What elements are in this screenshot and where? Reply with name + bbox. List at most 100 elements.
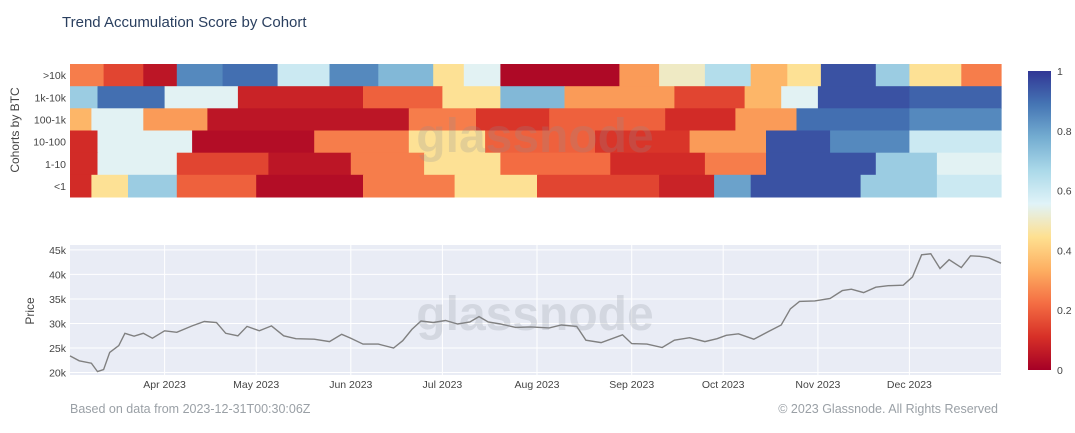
- heatmap-cell: [408, 108, 477, 131]
- heatmap-cell: [70, 86, 99, 109]
- heatmap-row-label: 10-100: [33, 137, 66, 149]
- heatmap-row-label: 1k-10k: [34, 92, 66, 104]
- heatmap-cell: [463, 64, 501, 87]
- heatmap-cell: [70, 174, 92, 198]
- heatmap-cell: [961, 64, 1002, 87]
- heatmap-cell: [817, 86, 911, 109]
- colorbar-gradient: [1028, 71, 1051, 370]
- colorbar-tick-label: 0.6: [1057, 186, 1072, 198]
- heatmap-cell: [408, 130, 486, 154]
- heatmap-cell: [363, 86, 443, 109]
- price-y-tick-label: 35k: [49, 294, 67, 306]
- x-tick-label: Sep 2023: [609, 379, 654, 391]
- heatmap-cell: [704, 64, 752, 87]
- watermark-price: glassnode: [416, 288, 653, 341]
- heatmap-cell: [70, 108, 92, 131]
- heatmap-cell: [787, 64, 822, 87]
- chart-title: Trend Accumulation Score by Cohort: [62, 14, 307, 31]
- heatmap-cell: [454, 174, 538, 198]
- price-grid: [70, 245, 1001, 375]
- x-tick-label: Oct 2023: [702, 379, 745, 391]
- price-y-axis-title: Price: [23, 297, 37, 325]
- heatmap-cell: [143, 64, 178, 87]
- heatmap-cell: [549, 108, 666, 131]
- heatmap-cell: [97, 86, 166, 109]
- heatmap-cell: [363, 174, 456, 198]
- colorbar-tick-label: 0.8: [1057, 126, 1072, 138]
- heatmap-cell: [659, 174, 715, 198]
- heatmap-cell: [875, 152, 938, 176]
- heatmap-cell: [564, 86, 675, 109]
- heatmap-cell: [766, 130, 831, 154]
- heatmap-cell: [674, 86, 746, 109]
- heatmap-cell: [619, 64, 660, 87]
- footer-copyright: © 2023 Glassnode. All Rights Reserved: [778, 402, 998, 416]
- heatmap-cell: [665, 108, 736, 131]
- heatmap-cell: [350, 152, 425, 176]
- x-tick-label: Jul 2023: [423, 379, 463, 391]
- heatmap-cell: [909, 130, 1002, 154]
- watermark-heatmap: glassnode: [416, 110, 653, 163]
- heatmap-cell: [820, 64, 877, 87]
- heatmap-row-label: 1-10: [45, 159, 66, 171]
- heatmap-cell: [735, 108, 797, 131]
- heatmap-panel: >10k 1k-10k 100-1k 10-100 1-10 <1 Cohorts by …: [8, 64, 1002, 198]
- heatmap-cell: [91, 108, 144, 131]
- price-y-ticks: 20k 25k 30k 35k 40k 45k: [49, 245, 67, 380]
- x-tick-label: Jun 2023: [329, 379, 372, 391]
- heatmap-cell: [750, 174, 862, 198]
- heatmap-cell: [689, 130, 767, 154]
- heatmap-cell: [485, 130, 596, 154]
- colorbar: 0 0.2 0.4 0.6 0.8 1: [1028, 66, 1072, 377]
- heatmap-cell: [909, 64, 962, 87]
- heatmap-cell: [909, 108, 1002, 131]
- heatmap-cell: [595, 130, 691, 154]
- heatmap-cell: [610, 152, 706, 176]
- heatmap-cell: [128, 174, 178, 198]
- heatmap-cell: [176, 64, 224, 87]
- colorbar-tick-label: 0.2: [1057, 305, 1072, 317]
- heatmap-cell: [875, 64, 910, 87]
- footer-data-source: Based on data from 2023-12-31T00:30:06Z: [70, 402, 311, 416]
- price-line: [69, 253, 1002, 373]
- price-panel: 20k 25k 30k 35k 40k 45k Apr 2023 May 2023 Jun 2…: [23, 245, 1002, 391]
- heatmap-cell: [70, 64, 105, 87]
- heatmap-cell: [442, 86, 501, 109]
- heatmap-row-label: >10k: [43, 70, 67, 82]
- heatmap-cell: [744, 86, 782, 109]
- heatmap-cell: [424, 152, 501, 176]
- heatmap-cell: [766, 152, 877, 176]
- heatmap-cell: [537, 174, 660, 198]
- colorbar-ticks: 0 0.2 0.4 0.6 0.8 1: [1057, 66, 1072, 377]
- heatmap-cell: [500, 64, 620, 87]
- heatmap-cell: [237, 86, 364, 109]
- colorbar-tick-label: 0.4: [1057, 245, 1072, 257]
- heatmap-cell: [164, 86, 239, 109]
- heatmap-cell: [714, 174, 752, 198]
- heatmap-cell: [176, 174, 257, 198]
- heatmap-cell: [192, 130, 315, 154]
- heatmap-cell: [329, 64, 379, 87]
- heatmap-cell: [70, 130, 99, 154]
- heatmap-cells: [70, 64, 1002, 198]
- heatmap-cell: [936, 152, 1002, 176]
- heatmap-cell: [103, 64, 144, 87]
- heatmap-cell: [830, 130, 911, 154]
- heatmap-cell: [796, 108, 910, 131]
- heatmap-cell: [659, 64, 706, 87]
- heatmap-cell: [222, 64, 279, 87]
- heatmap-cell: [476, 108, 550, 131]
- heatmap-cell: [500, 152, 611, 176]
- heatmap-cell: [909, 86, 1002, 109]
- x-tick-label: May 2023: [233, 379, 279, 391]
- heatmap-cell: [143, 108, 208, 131]
- heatmap-row-label: 100-1k: [34, 114, 67, 126]
- heatmap-cell: [750, 64, 788, 87]
- heatmap-cell: [314, 130, 410, 154]
- x-tick-label: Aug 2023: [515, 379, 560, 391]
- x-tick-label: Apr 2023: [143, 379, 186, 391]
- x-tick-label: Dec 2023: [887, 379, 932, 391]
- heatmap-row-label: <1: [54, 181, 66, 193]
- price-y-tick-label: 45k: [49, 245, 67, 257]
